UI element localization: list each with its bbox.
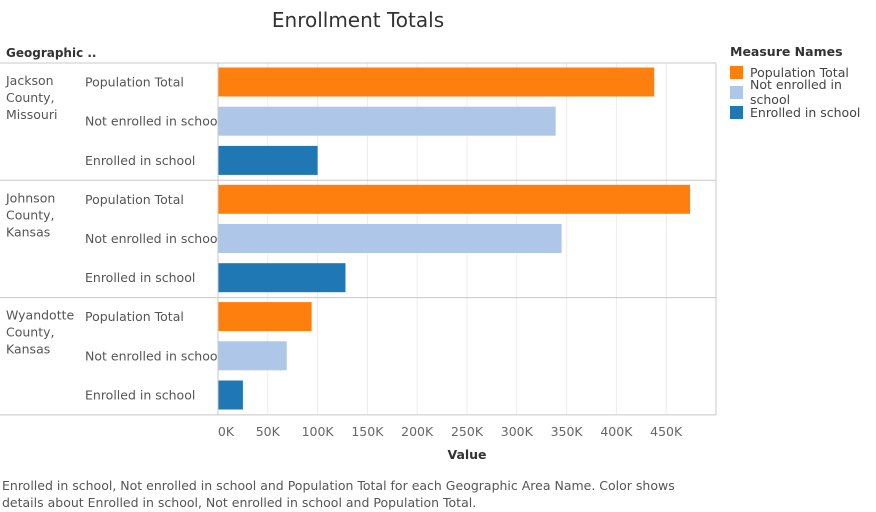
bar (218, 380, 243, 410)
group-label: County, (6, 325, 55, 340)
legend-title: Measure Names (730, 44, 843, 59)
legend-swatch (730, 65, 743, 79)
bar (218, 106, 556, 136)
bar (218, 341, 287, 371)
x-tick-label: 300K (501, 424, 534, 439)
group-label: Missouri (6, 107, 57, 122)
x-tick-label: 100K (302, 424, 335, 439)
bar (218, 263, 346, 293)
bar (218, 145, 318, 175)
group-label: Jackson (5, 73, 54, 88)
x-tick-label: 200K (401, 424, 434, 439)
group-label: Kansas (6, 342, 50, 357)
bar (218, 184, 691, 214)
chart-caption: Enrolled in school, Not enrolled in scho… (2, 478, 675, 510)
x-tick-label: 150K (351, 424, 384, 439)
category-label: Not enrolled in school (85, 114, 221, 129)
bar (218, 302, 312, 332)
group-label: Kansas (6, 224, 50, 239)
legend-label: Not enrolled in school (750, 77, 842, 107)
x-tick-label: 50K (256, 424, 281, 439)
category-label: Population Total (85, 309, 184, 324)
category-label: Enrolled in school (85, 270, 195, 285)
bar (218, 224, 562, 253)
group-label: County, (6, 90, 55, 105)
x-tick-label: 400K (600, 424, 633, 439)
x-axis-title: Value (447, 447, 486, 462)
category-label: Not enrolled in school (85, 231, 221, 246)
group-label: Johnson (5, 190, 55, 205)
bar-chart: Jackson County, Missouri Population Total No… (0, 62, 717, 462)
x-tick-label: 350K (551, 424, 584, 439)
legend-swatch (730, 105, 743, 119)
x-tick-label: 250K (451, 424, 484, 439)
legend-swatch (730, 85, 743, 99)
category-label: Not enrolled in school (85, 348, 221, 363)
category-label: Enrolled in school (85, 153, 195, 168)
x-tick-label: 0K (218, 424, 235, 439)
bar (218, 67, 655, 97)
legend-item[interactable]: Population Total (730, 62, 876, 82)
category-label: Population Total (85, 75, 184, 90)
legend: Measure Names Population Total Not enroll… (730, 44, 876, 122)
legend-label: Population Total (750, 64, 849, 80)
legend-item[interactable]: Not enrolled in school (730, 77, 876, 107)
group-label: Wyandotte (6, 308, 75, 323)
legend-label: Enrolled in school (750, 104, 861, 120)
legend-item[interactable]: Enrolled in school (730, 102, 876, 122)
group-label: County, (6, 207, 55, 222)
category-label: Enrolled in school (85, 388, 195, 403)
chart-title: Enrollment Totals (271, 8, 445, 32)
category-label: Population Total (85, 192, 184, 207)
row-header: Geographic .. (6, 46, 97, 60)
x-tick-label: 450K (650, 424, 683, 439)
